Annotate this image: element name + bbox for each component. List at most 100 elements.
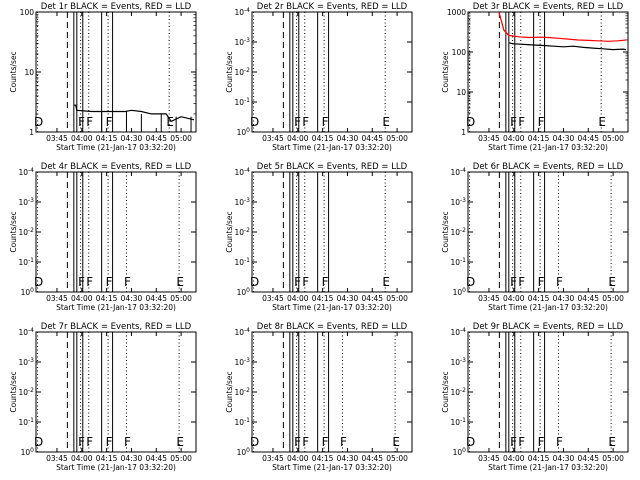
y-axis-label: Counts/sec (441, 51, 450, 92)
y-tick-label: 10-2 (234, 387, 250, 397)
y-tick-label: 10-2 (234, 227, 250, 237)
marker-label: F (78, 435, 85, 449)
marker-label: F (518, 275, 525, 289)
x-axis-label: Start Time (21-Jan-17 03:32:20) (272, 463, 392, 472)
panel-title: Det 3r BLACK = Events, RED = LLD (473, 2, 624, 12)
x-axis-label: Start Time (21-Jan-17 03:32:20) (56, 303, 176, 312)
y-tick-label: 10-1 (450, 257, 466, 267)
y-tick-label: 10-3 (450, 197, 466, 207)
panel-title: Det 8r BLACK = Events, RED = LLD (257, 322, 408, 332)
x-tick-label: 04:15 (96, 454, 118, 463)
x-tick-label: 05:00 (602, 294, 624, 303)
marker-label: E (392, 435, 400, 449)
y-tick-label: 10-3 (18, 197, 34, 207)
x-tick-label: 04:15 (528, 134, 550, 143)
y-tick-label: 10-3 (18, 357, 34, 367)
panel-title: Det 4r BLACK = Events, RED = LLD (41, 162, 192, 172)
x-tick-label: 05:00 (386, 294, 408, 303)
marker-label: F (340, 435, 347, 449)
x-tick-label: 04:15 (528, 294, 550, 303)
y-tick-label: 10-4 (450, 167, 466, 177)
y-axis-label: Counts/sec (9, 51, 18, 92)
x-tick-label: 04:00 (287, 454, 309, 463)
x-tick-label: 05:00 (170, 294, 192, 303)
y-tick-label: 10-4 (234, 7, 250, 17)
y-tick-label: 10-1 (18, 257, 34, 267)
x-axis-label: Start Time (21-Jan-17 03:32:20) (488, 303, 608, 312)
y-axis-label: Counts/sec (441, 371, 450, 412)
x-tick-label: 05:00 (602, 134, 624, 143)
panel-title: Det 1r BLACK = Events, RED = LLD (41, 2, 192, 12)
x-tick-label: 04:30 (553, 454, 575, 463)
marker-label: F (294, 115, 301, 129)
x-tick-label: 04:00 (287, 294, 309, 303)
marker-label: F (124, 435, 131, 449)
marker-label: F (538, 275, 545, 289)
x-tick-label: 03:45 (46, 134, 68, 143)
marker-label: F (86, 435, 93, 449)
y-tick-label: 10 (456, 88, 466, 97)
plot-frame (467, 11, 629, 133)
x-tick-label: 03:45 (262, 134, 284, 143)
x-tick-label: 04:30 (121, 134, 143, 143)
marker-label: F (294, 435, 301, 449)
y-axis-label: Counts/sec (225, 51, 234, 92)
marker-label: E (166, 115, 174, 129)
marker-label: E (382, 115, 390, 129)
y-tick-label: 100 (237, 127, 251, 137)
x-axis-label: Start Time (21-Jan-17 03:32:20) (488, 143, 608, 152)
y-tick-label: 10-4 (18, 167, 34, 177)
marker-label: D (250, 115, 259, 129)
plot-frame (467, 331, 629, 453)
y-tick-label: 10-1 (450, 417, 466, 427)
x-tick-label: 04:00 (503, 134, 525, 143)
x-axis-label: Start Time (21-Jan-17 03:32:20) (488, 463, 608, 472)
y-tick-label: 100 (237, 287, 251, 297)
marker-label: F (106, 115, 113, 129)
x-tick-label: 04:00 (503, 454, 525, 463)
y-axis-label: Counts/sec (225, 211, 234, 252)
marker-label: D (466, 275, 475, 289)
panel-title: Det 9r BLACK = Events, RED = LLD (473, 322, 624, 332)
y-tick-label: 10-3 (234, 357, 250, 367)
x-tick-label: 04:45 (577, 134, 599, 143)
x-axis-label: Start Time (21-Jan-17 03:32:20) (56, 143, 176, 152)
y-tick-label: 10-2 (18, 227, 34, 237)
marker-label: F (78, 115, 85, 129)
y-tick-label: 10 (24, 68, 34, 77)
plot-frame (251, 11, 413, 133)
plot-frame (35, 11, 197, 133)
marker-label: F (302, 115, 309, 129)
y-tick-label: 1000 (447, 8, 466, 17)
marker-label: F (556, 275, 563, 289)
x-tick-label: 04:15 (96, 294, 118, 303)
y-tick-label: 100 (21, 287, 35, 297)
marker-label: E (608, 435, 616, 449)
plot-frame (467, 171, 629, 293)
marker-label: F (322, 115, 329, 129)
plot-frame (35, 171, 197, 293)
y-tick-label: 100 (21, 447, 35, 457)
x-axis-label: Start Time (21-Jan-17 03:32:20) (272, 143, 392, 152)
x-tick-label: 05:00 (170, 454, 192, 463)
x-tick-label: 03:45 (262, 294, 284, 303)
marker-label: F (106, 435, 113, 449)
y-tick-label: 10-2 (450, 227, 466, 237)
x-tick-label: 04:15 (312, 134, 334, 143)
y-tick-label: 1 (461, 128, 466, 137)
marker-label: F (322, 435, 329, 449)
y-axis-label: Counts/sec (9, 211, 18, 252)
x-tick-label: 04:00 (71, 134, 93, 143)
x-tick-label: 04:00 (71, 294, 93, 303)
marker-label: D (34, 435, 43, 449)
x-tick-label: 04:00 (71, 454, 93, 463)
marker-label: F (86, 115, 93, 129)
y-tick-label: 10-1 (234, 257, 250, 267)
marker-label: F (294, 275, 301, 289)
y-tick-label: 100 (453, 447, 467, 457)
y-tick-label: 10-2 (234, 67, 250, 77)
